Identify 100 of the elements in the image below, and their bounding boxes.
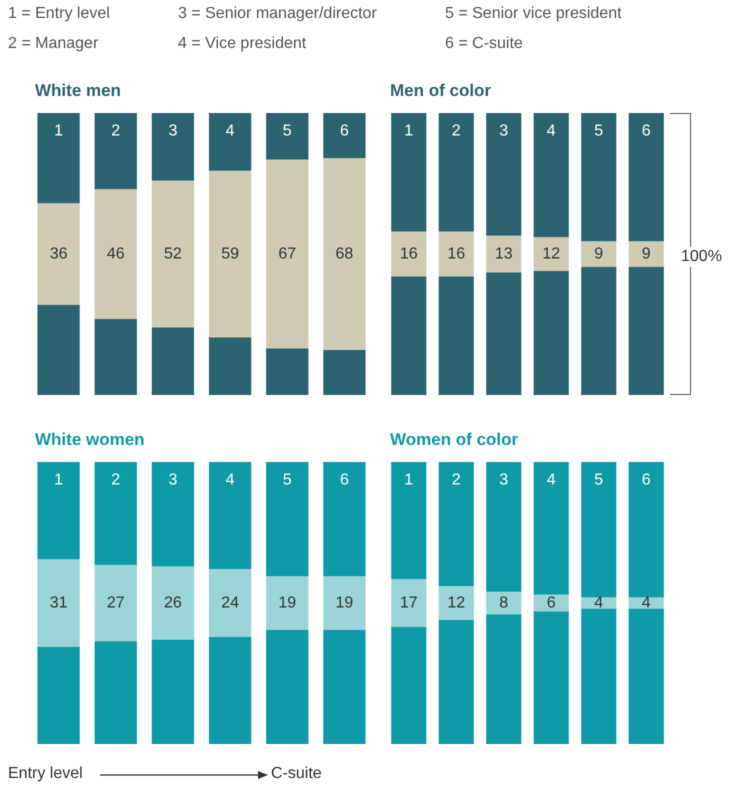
x-tick-label: 1 [404, 122, 414, 140]
data-label: 36 [50, 246, 68, 262]
bar [208, 337, 252, 395]
x-tick-label: 2 [452, 122, 461, 140]
text: 6 = C-suite [445, 35, 523, 53]
text: 5 = Senior vice president [445, 5, 622, 23]
text: 3 = Senior manager/director [178, 5, 377, 23]
data-label: 31 [50, 594, 68, 612]
bar [208, 569, 252, 637]
data-label: 16 [400, 246, 418, 262]
bar [152, 640, 194, 744]
bar [323, 576, 366, 630]
data-label: 16 [447, 246, 466, 262]
x-tick-label: 4 [226, 472, 235, 488]
bar [486, 113, 522, 236]
x-tick-label: 3 [499, 122, 508, 140]
data-label: 27 [106, 594, 125, 612]
x-tick-label: 2 [111, 122, 120, 140]
bar [438, 620, 474, 744]
data-label: 19 [278, 594, 296, 612]
bar [152, 462, 194, 566]
x-tick-label: 5 [594, 122, 604, 140]
x-tick-label: 1 [404, 472, 414, 488]
bar [94, 641, 137, 744]
bar [37, 646, 80, 744]
data-label: 26 [164, 594, 182, 612]
bar [152, 327, 194, 395]
bar [208, 462, 252, 570]
bar [534, 237, 569, 271]
bar [323, 462, 366, 576]
data-label: 9 [594, 246, 604, 262]
bar [94, 564, 137, 642]
bar [323, 113, 366, 158]
x-tick-label: 1 [54, 472, 64, 488]
bar [438, 586, 474, 620]
bar [628, 241, 664, 267]
bar [391, 113, 426, 232]
x-tick-label: 4 [546, 122, 556, 140]
x-tick-label: 6 [340, 472, 349, 488]
text: 100% [679, 247, 724, 267]
bar [486, 272, 522, 395]
x-tick-label: 6 [642, 472, 651, 488]
bar [438, 276, 474, 395]
bar [534, 113, 569, 238]
bar [534, 594, 569, 612]
bar [486, 592, 522, 614]
bar [438, 113, 474, 232]
bar [628, 113, 664, 242]
bar [266, 348, 308, 395]
bar [37, 462, 80, 560]
chart-title: White women [35, 430, 145, 449]
bar [438, 231, 474, 277]
bar [581, 608, 616, 744]
text: 4 = Vice president [178, 35, 306, 53]
x-tick-label: 2 [452, 472, 461, 488]
bar [486, 614, 522, 744]
bar [152, 180, 194, 328]
data-label: 24 [221, 594, 240, 612]
bar [208, 170, 252, 338]
bar [486, 236, 522, 272]
bar [323, 158, 366, 350]
data-label: 46 [106, 246, 125, 262]
x-tick-label: 4 [226, 122, 235, 140]
bar [94, 113, 137, 190]
bar [628, 462, 664, 598]
bar [266, 113, 308, 160]
data-label: 19 [336, 594, 354, 612]
bar [391, 276, 426, 395]
x-tick-label: 1 [54, 122, 64, 140]
bar [391, 231, 426, 277]
chart-title: Men of color [390, 81, 492, 100]
bar [534, 270, 569, 395]
bar [208, 636, 252, 744]
chart-title: Women of color [390, 430, 519, 449]
x-tick-label: 2 [111, 472, 120, 488]
data-label: 17 [400, 594, 418, 612]
x-tick-label: 6 [340, 122, 349, 140]
data-label: 4 [642, 594, 651, 612]
bar [37, 304, 80, 395]
bar [391, 579, 426, 627]
bar [534, 611, 569, 744]
bar [37, 203, 80, 305]
data-label: 13 [494, 246, 513, 262]
bar [266, 630, 308, 744]
data-label: 12 [542, 246, 560, 262]
data-label: 12 [447, 594, 466, 612]
data-label: 52 [164, 246, 182, 262]
data-label: 9 [642, 246, 651, 262]
bar [581, 266, 616, 395]
bar [581, 241, 616, 267]
data-label: 68 [336, 246, 354, 262]
data-label: 67 [278, 246, 296, 262]
chart-title: White men [35, 81, 121, 100]
x-tick-label: 5 [282, 122, 292, 140]
data-label: 6 [546, 594, 556, 612]
x-tick-label: 3 [168, 122, 178, 140]
bar [266, 160, 308, 348]
x-tick-label: 5 [282, 472, 292, 488]
bar [628, 608, 664, 744]
text: 1 = Entry level [8, 5, 110, 23]
